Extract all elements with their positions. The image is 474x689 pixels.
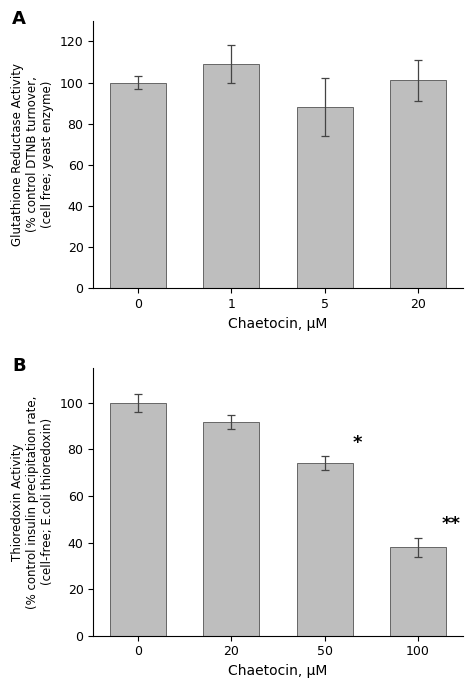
Y-axis label: Glutathione Reductase Activity
(% control DTNB turnover,
(cell free; yeast enzym: Glutathione Reductase Activity (% contro… [11,63,54,246]
Text: *: * [353,434,362,452]
Bar [203,64,259,288]
Bar [110,403,166,636]
Bar [297,107,353,288]
Bar [390,547,446,636]
Bar [297,464,353,636]
X-axis label: Chaetocin, μM: Chaetocin, μM [228,664,328,678]
Text: A: A [12,10,26,28]
Bar [110,83,166,288]
X-axis label: Chaetocin, μM: Chaetocin, μM [228,317,328,331]
Y-axis label: Thioredoxin Activity
(% control insulin precipitation rate,
(cell-free; E.coli t: Thioredoxin Activity (% control insulin … [11,395,54,608]
Text: **: ** [441,515,460,533]
Text: B: B [12,358,26,376]
Bar [203,422,259,636]
Bar [390,81,446,288]
